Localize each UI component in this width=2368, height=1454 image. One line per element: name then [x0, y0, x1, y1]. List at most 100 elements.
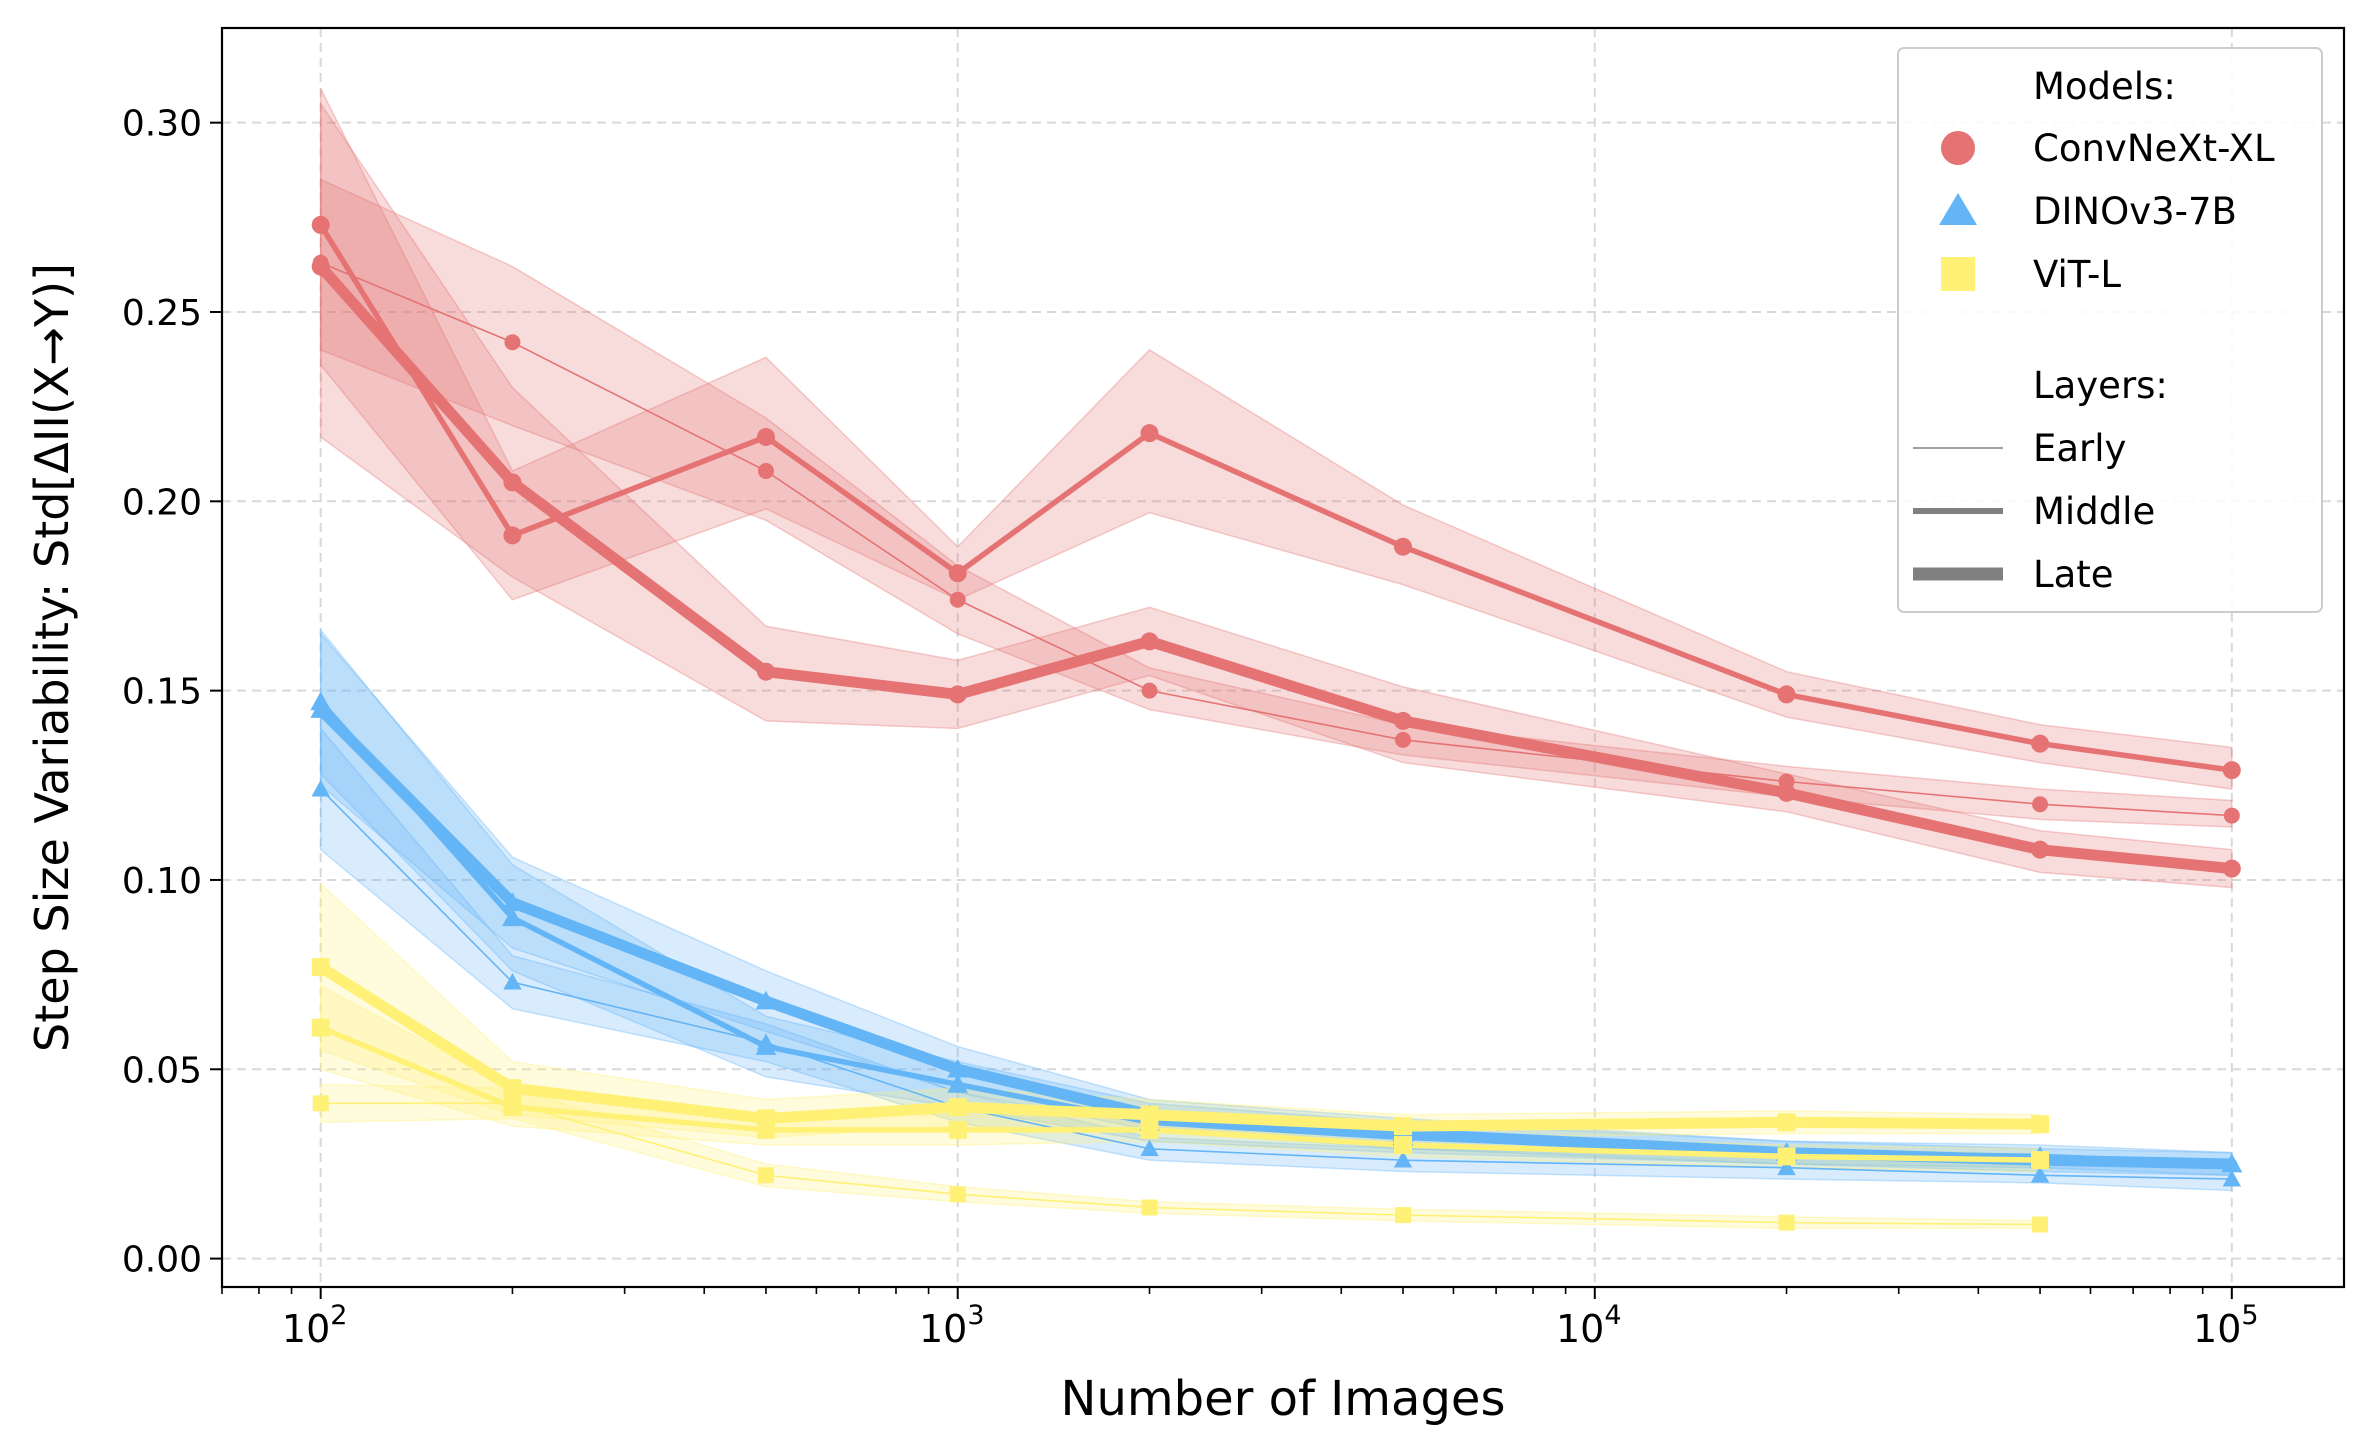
point-vit-l-middle [311, 1018, 330, 1037]
point-vit-l-early [1778, 1214, 1795, 1231]
point-convnext-xl-early [1141, 682, 1158, 699]
legend: Models: ConvNeXt-XL DINOv3-7B ViT-L Layers: E… [1897, 47, 2323, 613]
x-tick-base: 10 [1556, 1307, 1604, 1351]
point-vit-l-middle [1140, 1120, 1159, 1139]
legend-box [1897, 47, 2323, 613]
x-tick-label: 102 [282, 1300, 348, 1351]
point-vit-l-early [2032, 1216, 2049, 1233]
point-vit-l-middle [948, 1120, 967, 1139]
line-vit-l-late [315, 961, 2046, 1132]
point-convnext-xl-late [756, 662, 775, 681]
legend-marker-vit-l [1941, 257, 1975, 291]
grid-layer [222, 28, 2344, 1287]
point-convnext-xl-middle [1394, 537, 1413, 556]
y-tick-label: 0.30 [122, 104, 202, 145]
point-dinov3-7b-late [947, 1058, 969, 1078]
x-tick-label: 104 [1556, 1300, 1622, 1351]
x-tick-label: 105 [2193, 1300, 2259, 1351]
y-tick-label: 0.15 [122, 672, 202, 713]
point-convnext-xl-late [2031, 840, 2050, 859]
point-vit-l-early [1141, 1199, 1158, 1216]
y-tick-label: 0.00 [122, 1240, 202, 1281]
legend-label-dinov3-7b: DINOv3-7B [2033, 190, 2237, 233]
point-vit-l-middle [1394, 1136, 1413, 1155]
point-dinov3-7b-middle [755, 1036, 777, 1055]
point-convnext-xl-early [757, 463, 774, 480]
point-vit-l-late [948, 1098, 967, 1117]
point-vit-l-late [503, 1079, 522, 1098]
legend-marker-convnext-xl [1941, 131, 1975, 165]
x-axis-label: Number of Images [1061, 1371, 1506, 1427]
point-vit-l-late [756, 1109, 775, 1128]
point-convnext-xl-middle [948, 564, 967, 583]
point-vit-l-early [757, 1167, 774, 1184]
point-vit-l-late [2031, 1115, 2050, 1134]
point-vit-l-late [1394, 1117, 1413, 1136]
point-convnext-xl-late [1140, 632, 1159, 651]
point-vit-l-middle [2031, 1151, 2050, 1170]
series-markers [310, 215, 2243, 1233]
x-tick-exponent: 3 [967, 1300, 984, 1331]
legend-label-convnext-xl: ConvNeXt-XL [2033, 127, 2275, 170]
point-convnext-xl-middle [1777, 685, 1796, 704]
x-tick-exponent: 5 [2241, 1300, 2258, 1331]
point-convnext-xl-late [948, 685, 967, 704]
point-vit-l-late [1777, 1113, 1796, 1132]
y-axis-label: Step Size Variability: Std[ΔII(X→Y)] [25, 263, 79, 1052]
plot-frame [220, 26, 2346, 1289]
point-vit-l-middle [1777, 1147, 1796, 1166]
x-tick-base: 10 [2193, 1307, 2241, 1351]
line-vit-l-middle [317, 1024, 2043, 1163]
point-dinov3-7b-early [2222, 1169, 2242, 1187]
legend-label-late: Late [2033, 553, 2114, 596]
x-tick-label: 103 [919, 1300, 985, 1351]
point-vit-l-late [1140, 1105, 1159, 1124]
point-convnext-xl-late [1777, 783, 1796, 802]
legend-models-title: Models: [2033, 65, 2176, 108]
legend-label-middle: Middle [2033, 490, 2155, 533]
point-convnext-xl-early [1395, 731, 1412, 748]
point-vit-l-late [311, 958, 330, 977]
x-tick-exponent: 4 [1604, 1300, 1621, 1331]
point-dinov3-7b-late [755, 990, 777, 1010]
point-convnext-xl-middle [2031, 734, 2050, 753]
legend-label-early: Early [2033, 427, 2126, 470]
point-dinov3-7b-late [310, 699, 332, 718]
point-dinov3-7b-early [311, 779, 330, 797]
point-vit-l-early [949, 1186, 966, 1203]
point-dinov3-7b-late [2221, 1153, 2243, 1173]
point-convnext-xl-late [311, 257, 330, 276]
point-convnext-xl-early [949, 591, 966, 608]
point-convnext-xl-late [2222, 859, 2241, 878]
point-dinov3-7b-early [1393, 1150, 1413, 1168]
band-convnext-xl-late [319, 101, 2233, 889]
point-convnext-xl-middle [756, 427, 775, 446]
y-tick-label: 0.25 [122, 293, 202, 334]
y-tick-label: 0.10 [122, 861, 202, 902]
x-tick-exponent: 2 [330, 1300, 347, 1331]
point-convnext-xl-middle [2222, 761, 2241, 780]
point-convnext-xl-early [504, 334, 521, 351]
point-convnext-xl-late [1394, 711, 1413, 730]
x-tick-base: 10 [919, 1307, 967, 1351]
point-convnext-xl-late [503, 473, 522, 492]
y-tick-label: 0.20 [122, 482, 202, 523]
legend-layers-title: Layers: [2033, 364, 2168, 407]
band-convnext-xl-middle [319, 88, 2233, 790]
point-dinov3-7b-early [2030, 1166, 2050, 1183]
point-convnext-xl-early [2032, 796, 2049, 813]
point-dinov3-7b-late [502, 892, 523, 911]
point-convnext-xl-middle [1140, 424, 1159, 443]
point-dinov3-7b-early [503, 972, 522, 990]
point-dinov3-7b-middle [947, 1074, 969, 1093]
point-dinov3-7b-early [1140, 1139, 1159, 1157]
point-convnext-xl-early [2223, 807, 2240, 824]
line-vit-l-early [319, 1102, 2041, 1226]
legend-marker-dinov3-7b [1939, 193, 1977, 225]
point-dinov3-7b-early [1777, 1158, 1796, 1176]
point-convnext-xl-middle [503, 526, 522, 545]
legend-label-vit-l: ViT-L [2033, 253, 2121, 296]
y-tick-label: 0.05 [122, 1050, 202, 1091]
point-vit-l-early [312, 1095, 329, 1112]
